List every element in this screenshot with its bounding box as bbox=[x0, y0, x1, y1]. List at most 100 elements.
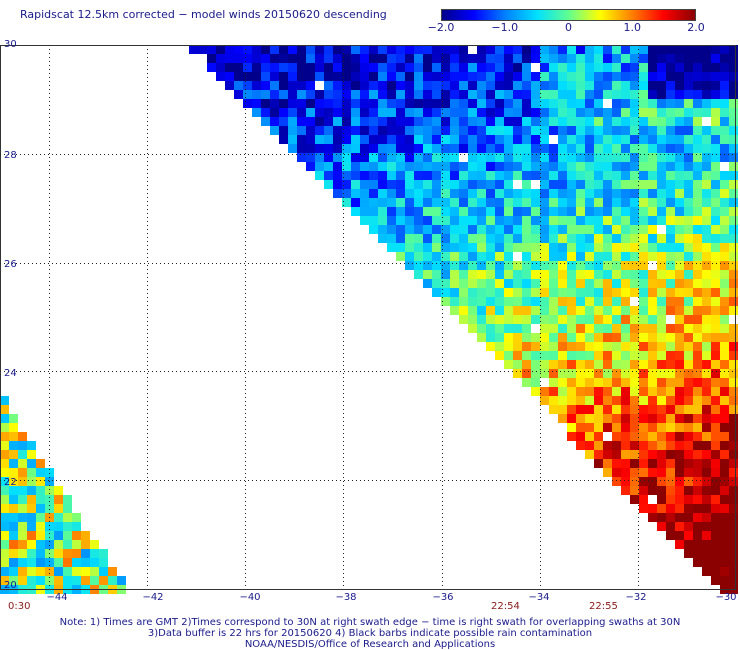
grid-cell bbox=[693, 324, 702, 333]
grid-cell bbox=[306, 99, 315, 108]
swath-time-center: 22:54 bbox=[491, 601, 520, 612]
grid-cell bbox=[495, 207, 504, 216]
grid-cell bbox=[603, 189, 612, 198]
grid-cell bbox=[711, 450, 720, 459]
grid-cell bbox=[675, 297, 684, 306]
grid-cell bbox=[378, 207, 387, 216]
grid-cell bbox=[225, 45, 234, 54]
grid-cell bbox=[0, 504, 9, 513]
grid-cell bbox=[234, 54, 243, 63]
grid-cell bbox=[549, 270, 558, 279]
grid-cell bbox=[531, 207, 540, 216]
grid-cell bbox=[504, 234, 513, 243]
grid-cell bbox=[342, 45, 351, 54]
grid-cell bbox=[657, 387, 666, 396]
grid-cell bbox=[63, 549, 72, 558]
grid-cell bbox=[657, 414, 666, 423]
grid-cell bbox=[657, 126, 666, 135]
grid-cell bbox=[288, 144, 297, 153]
grid-cell bbox=[369, 144, 378, 153]
grid-cell bbox=[693, 225, 702, 234]
grid-cell bbox=[531, 126, 540, 135]
grid-cell bbox=[693, 270, 702, 279]
grid-cell bbox=[513, 369, 522, 378]
grid-cell bbox=[414, 135, 423, 144]
grid-cell bbox=[585, 54, 594, 63]
grid-cell bbox=[513, 306, 522, 315]
grid-cell bbox=[513, 162, 522, 171]
grid-cell bbox=[594, 405, 603, 414]
grid-cell bbox=[621, 90, 630, 99]
grid-cell bbox=[648, 504, 657, 513]
grid-cell bbox=[693, 531, 702, 540]
grid-cell bbox=[531, 153, 540, 162]
grid-cell bbox=[468, 189, 477, 198]
grid-cell bbox=[522, 117, 531, 126]
grid-cell bbox=[666, 279, 675, 288]
grid-cell bbox=[612, 270, 621, 279]
grid-cell bbox=[693, 261, 702, 270]
grid-cell bbox=[630, 279, 639, 288]
grid-cell bbox=[711, 135, 720, 144]
grid-cell bbox=[306, 144, 315, 153]
grid-cell bbox=[657, 477, 666, 486]
grid-cell bbox=[540, 153, 549, 162]
grid-cell bbox=[711, 63, 720, 72]
grid-cell bbox=[648, 252, 657, 261]
grid-cell bbox=[684, 45, 693, 54]
grid-cell bbox=[315, 72, 324, 81]
grid-cell bbox=[477, 306, 486, 315]
grid-cell bbox=[252, 108, 261, 117]
grid-cell bbox=[495, 243, 504, 252]
grid-cell bbox=[306, 153, 315, 162]
grid-cell bbox=[612, 162, 621, 171]
grid-cell bbox=[441, 54, 450, 63]
grid-cell bbox=[585, 153, 594, 162]
grid-cell bbox=[324, 81, 333, 90]
grid-cell bbox=[558, 315, 567, 324]
grid-cell bbox=[477, 162, 486, 171]
grid-cell bbox=[630, 288, 639, 297]
grid-cell bbox=[594, 135, 603, 144]
grid-cell bbox=[549, 351, 558, 360]
grid-cell bbox=[540, 144, 549, 153]
grid-cell bbox=[540, 396, 549, 405]
grid-cell bbox=[594, 360, 603, 369]
grid-cell bbox=[396, 72, 405, 81]
grid-cell bbox=[693, 342, 702, 351]
grid-cell bbox=[360, 135, 369, 144]
grid-cell bbox=[639, 216, 648, 225]
grid-cell bbox=[378, 54, 387, 63]
grid-cell bbox=[603, 306, 612, 315]
grid-cell bbox=[693, 441, 702, 450]
grid-cell bbox=[531, 333, 540, 342]
grid-cell bbox=[360, 126, 369, 135]
grid-cell bbox=[612, 405, 621, 414]
grid-cell bbox=[585, 261, 594, 270]
grid-cell bbox=[594, 342, 603, 351]
grid-cell bbox=[702, 153, 711, 162]
grid-cell bbox=[684, 513, 693, 522]
grid-cell bbox=[711, 81, 720, 90]
grid-cell bbox=[567, 252, 576, 261]
grid-cell bbox=[360, 216, 369, 225]
grid-cell bbox=[423, 279, 432, 288]
grid-cell bbox=[369, 207, 378, 216]
grid-cell bbox=[27, 549, 36, 558]
grid-cell bbox=[324, 45, 333, 54]
grid-cell bbox=[558, 243, 567, 252]
grid-cell bbox=[18, 468, 27, 477]
grid-cell bbox=[513, 126, 522, 135]
grid-cell bbox=[711, 108, 720, 117]
grid-cell bbox=[549, 45, 558, 54]
grid-cell bbox=[648, 279, 657, 288]
grid-cell bbox=[252, 45, 261, 54]
grid-cell bbox=[306, 126, 315, 135]
grid-cell bbox=[315, 162, 324, 171]
grid-cell bbox=[630, 360, 639, 369]
grid-cell bbox=[675, 189, 684, 198]
grid-cell bbox=[702, 171, 711, 180]
grid-cell bbox=[594, 243, 603, 252]
grid-cell bbox=[711, 171, 720, 180]
